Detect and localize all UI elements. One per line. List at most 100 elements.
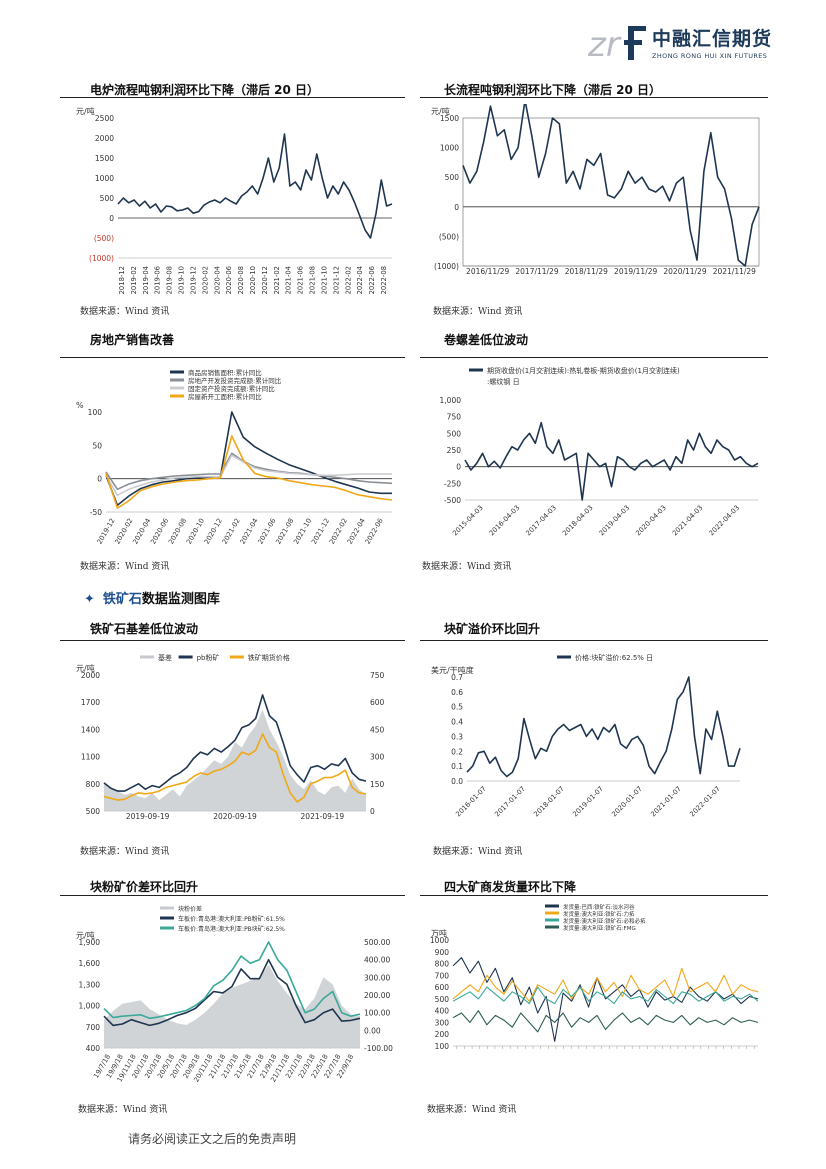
y-axis-label: 元/吨 — [76, 663, 95, 673]
x-tick-label: 2021-02 — [273, 266, 281, 294]
data-source: 数据来源：Wind 资讯 — [80, 307, 170, 317]
x-tick-label: 2016-01-07 — [454, 785, 488, 819]
legend-label: 发货量:巴西:铁矿石:淡水河谷 — [563, 903, 635, 911]
data-source: 数据来源：Wind 资讯 — [80, 562, 170, 572]
legend-label: 固定资产投资完成额:累计同比 — [188, 384, 275, 393]
data-source: 数据来源：Wind 资讯 — [80, 847, 170, 857]
divider — [420, 895, 768, 896]
y-tick-label: 100 — [88, 408, 103, 417]
y-axis-label: 元/吨 — [76, 930, 95, 940]
y-tick-label: 900 — [435, 948, 450, 957]
x-tick-label: 2021-04-03 — [671, 504, 705, 538]
y-tick-label: 1000 — [95, 174, 114, 183]
y-tick-label: 0.3 — [451, 732, 463, 741]
panel-title: 长流程吨钢利润环比下降（滞后 20 日） — [444, 83, 662, 97]
legend-label: pb粉矿 — [197, 653, 220, 662]
y-tick-label: 250 — [447, 446, 462, 455]
y-tick-label: -250 — [444, 479, 461, 488]
y-tick-label: 500 — [447, 429, 462, 438]
plot-frame — [462, 117, 760, 267]
panel-title: 卷螺差低位波动 — [444, 333, 529, 347]
y-tick-label: 2000 — [81, 671, 100, 680]
y-tick-label: 2000 — [95, 134, 114, 143]
y-tick-label: 1,600 — [79, 959, 101, 968]
x-tick-label: 2019-12 — [189, 266, 197, 294]
x-tick-label: 2018-12 — [118, 266, 126, 294]
x-tick-label: 2022-06 — [368, 266, 376, 294]
legend-label: 价格:块矿溢价:62.5% 日 — [575, 653, 653, 662]
series-line — [103, 941, 361, 1020]
legend-label: 块粉价差 — [178, 905, 202, 913]
logo-mark-icon: zr — [587, 25, 646, 65]
x-tick-label: 2021-06 — [297, 266, 305, 294]
y2-tick-label: 300 — [370, 753, 385, 762]
y2-tick-label: 150 — [370, 780, 385, 789]
y-tick-label: 1,300 — [79, 980, 101, 989]
y-tick-label: (500) — [439, 232, 459, 241]
y-tick-label: 1500 — [95, 154, 114, 163]
y2-tick-label: 450 — [370, 725, 385, 734]
y-tick-label: 1000 — [440, 144, 459, 153]
y2-tick-label: 750 — [370, 671, 385, 680]
x-tick-label: 2020-09-19 — [213, 812, 257, 821]
divider — [420, 640, 768, 641]
legend-label: 基差 — [158, 653, 172, 662]
legend-label: 发货量:澳大利亚:铁矿石:力拓 — [563, 910, 635, 918]
y-tick-label: 500 — [100, 194, 115, 203]
y-tick-label: 0.7 — [451, 673, 463, 682]
x-tick-label: 2019-04-03 — [598, 504, 632, 538]
x-tick-label: 2020-01-07 — [610, 785, 644, 819]
legend-label: 房屋新开工面积:累计同比 — [188, 392, 262, 401]
y-axis-label: 万吨 — [431, 928, 447, 938]
x-tick-label: 2020-10 — [249, 266, 257, 294]
x-tick-label: 2019-01-07 — [571, 785, 605, 819]
y-tick-label: (500) — [94, 234, 114, 243]
x-tick-label: 2016-04-03 — [488, 504, 522, 538]
legend-label: 发货量:澳大利亚:铁矿石:FMG — [563, 924, 636, 932]
series-line — [105, 411, 392, 507]
series-area — [104, 965, 360, 1048]
series-line — [462, 104, 760, 267]
x-tick-label: 2019-06 — [154, 266, 162, 294]
y-tick-label: 750 — [447, 413, 462, 422]
y-tick-label: 400 — [435, 1007, 450, 1016]
x-tick-label: 2018-01-07 — [532, 785, 566, 819]
x-tick-label: 2019-10 — [178, 266, 186, 294]
panel-title: 房地产销售改善 — [90, 333, 175, 347]
x-tick-label: 2021-08 — [309, 266, 317, 294]
section-rest: 数据监测图库 — [141, 592, 220, 607]
x-tick-label: 2019-08 — [166, 266, 174, 294]
legend-label: 车板价:青岛港:澳大利亚:PB粉矿:61.5% — [178, 915, 285, 923]
x-tick-label: 2022-04 — [356, 266, 364, 294]
section-heading: ✦ 铁矿石数据监测图库 — [84, 588, 220, 607]
panel-title: 块粉矿价差环比回升 — [90, 880, 199, 894]
series-line — [452, 986, 759, 1005]
divider — [60, 357, 405, 358]
panel-title: 电炉流程吨钢利润环比下降（滞后 20 日） — [90, 83, 320, 97]
y-tick-label: 500 — [86, 807, 101, 816]
x-tick-label: 2020-06 — [225, 266, 233, 294]
legend-label: 车板价:青岛港:澳大利亚:PB块矿:62.5% — [178, 925, 285, 933]
y-tick-label: 0.4 — [451, 718, 463, 727]
y-tick-label: 600 — [435, 983, 450, 992]
svg-text:zr: zr — [588, 25, 622, 62]
y2-tick-label: 300.00 — [364, 973, 390, 982]
y-tick-label: 0.6 — [451, 688, 463, 697]
x-tick-label: 2020-04-03 — [634, 504, 668, 538]
data-source: 数据来源：Wind 资讯 — [427, 1105, 517, 1115]
x-tick-label: 2019/11/29 — [614, 267, 657, 276]
x-tick-label: 2022-01-07 — [688, 785, 722, 819]
y-axis-label: 美元/干吨度 — [431, 665, 474, 675]
series-line — [452, 957, 759, 1042]
y2-tick-label: 0 — [370, 807, 375, 816]
y-tick-label: 1,000 — [440, 396, 462, 405]
series-line — [117, 133, 393, 239]
series-line — [452, 967, 759, 1002]
y-tick-label: -50 — [90, 508, 102, 517]
y-tick-label: 300 — [435, 1018, 450, 1027]
x-tick-label: 2017-01-07 — [493, 785, 527, 819]
legend-label: 发货量:澳大利亚:铁矿石:必和必拓 — [563, 917, 646, 925]
